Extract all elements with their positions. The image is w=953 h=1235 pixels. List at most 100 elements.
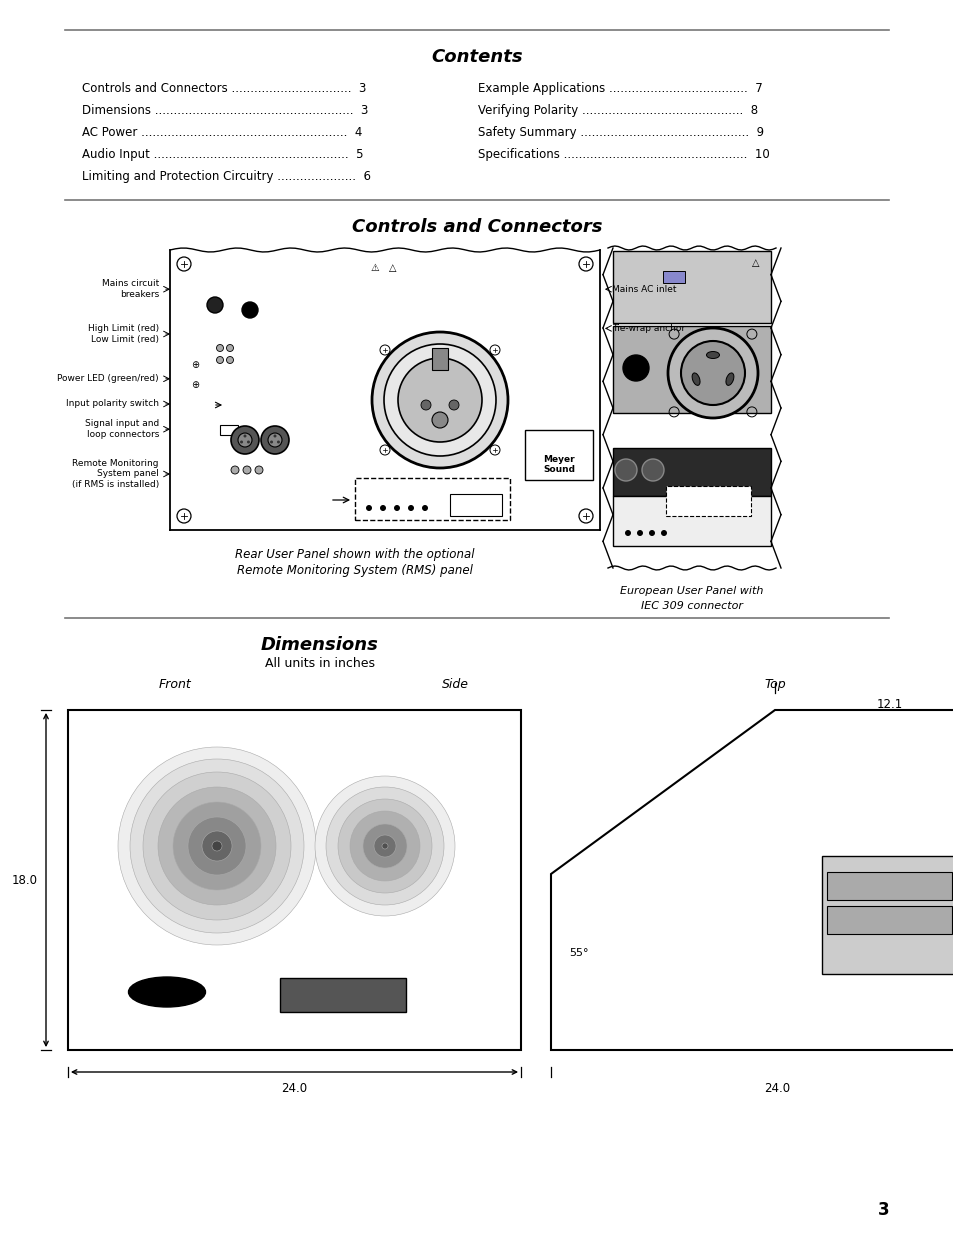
Text: Contents: Contents — [431, 48, 522, 65]
Circle shape — [243, 466, 251, 474]
Circle shape — [449, 400, 458, 410]
Circle shape — [274, 435, 276, 437]
Circle shape — [118, 747, 315, 945]
Text: ⚠: ⚠ — [370, 263, 379, 273]
Circle shape — [408, 505, 414, 511]
Text: 24.0: 24.0 — [281, 1082, 307, 1095]
Circle shape — [247, 441, 250, 443]
Bar — [432, 348, 448, 370]
Circle shape — [202, 831, 232, 861]
Circle shape — [143, 772, 291, 920]
Bar — [68, 710, 520, 1050]
Circle shape — [372, 332, 507, 468]
Text: △: △ — [389, 263, 396, 273]
Circle shape — [363, 824, 407, 868]
Bar — [613, 448, 770, 496]
Circle shape — [384, 345, 496, 456]
Bar — [613, 326, 770, 412]
Text: Side: Side — [441, 678, 468, 692]
Text: ⊕: ⊕ — [191, 359, 199, 370]
Text: 18.0: 18.0 — [12, 873, 38, 887]
Circle shape — [216, 345, 223, 352]
Text: Dimensions: Dimensions — [261, 636, 378, 655]
Text: Verifying Polarity ...........................................  8: Verifying Polarity .....................… — [477, 104, 758, 117]
Text: AC Power .......................................................  4: AC Power ...............................… — [82, 126, 362, 140]
Circle shape — [188, 818, 246, 876]
Text: Mains AC inlet: Mains AC inlet — [612, 285, 676, 294]
Circle shape — [243, 435, 246, 437]
Circle shape — [337, 799, 432, 893]
Text: Safety Summary .............................................  9: Safety Summary .........................… — [477, 126, 763, 140]
Text: 24.0: 24.0 — [763, 1082, 790, 1095]
Circle shape — [261, 426, 289, 454]
Text: Remote Monitoring
System panel
(if RMS is installed): Remote Monitoring System panel (if RMS i… — [71, 459, 159, 489]
Text: Audio Input ....................................................  5: Audio Input ............................… — [82, 148, 363, 161]
Bar — [450, 494, 501, 516]
Bar — [355, 478, 510, 520]
Circle shape — [231, 466, 239, 474]
Circle shape — [158, 787, 275, 905]
Bar — [280, 978, 406, 1011]
Circle shape — [374, 835, 395, 857]
Text: Meyer
Sound: Meyer Sound — [542, 454, 575, 474]
Text: Controls and Connectors ................................  3: Controls and Connectors ................… — [82, 82, 366, 95]
Circle shape — [226, 357, 233, 363]
Bar — [662, 270, 684, 283]
Bar — [826, 872, 951, 900]
Circle shape — [216, 357, 223, 363]
Bar — [826, 906, 951, 934]
Text: All units in inches: All units in inches — [265, 657, 375, 671]
Circle shape — [421, 505, 428, 511]
Circle shape — [379, 505, 386, 511]
Ellipse shape — [725, 373, 733, 385]
Circle shape — [172, 802, 261, 890]
Circle shape — [432, 412, 448, 429]
Text: Dimensions .....................................................  3: Dimensions .............................… — [82, 104, 368, 117]
Circle shape — [254, 466, 263, 474]
Circle shape — [237, 433, 252, 447]
Ellipse shape — [129, 977, 205, 1007]
Bar — [665, 487, 750, 516]
Circle shape — [381, 844, 388, 848]
Text: 3: 3 — [878, 1200, 889, 1219]
Text: △: △ — [752, 258, 759, 268]
Circle shape — [326, 787, 443, 905]
Text: IEC 309 connector: IEC 309 connector — [640, 601, 742, 611]
Text: Specifications .................................................  10: Specifications .........................… — [477, 148, 769, 161]
Circle shape — [615, 459, 637, 480]
Circle shape — [397, 358, 481, 442]
Circle shape — [130, 760, 304, 932]
Circle shape — [268, 433, 282, 447]
Circle shape — [624, 530, 630, 536]
Text: Top: Top — [763, 678, 785, 692]
Bar — [821, 856, 953, 974]
Circle shape — [366, 505, 372, 511]
Circle shape — [207, 296, 223, 312]
Circle shape — [226, 345, 233, 352]
Text: Mains circuit
breakers: Mains circuit breakers — [102, 279, 159, 299]
Circle shape — [667, 329, 758, 417]
Circle shape — [212, 841, 222, 851]
Circle shape — [648, 530, 655, 536]
Text: Rear User Panel shown with the optional: Rear User Panel shown with the optional — [235, 548, 475, 561]
Circle shape — [350, 811, 419, 881]
Text: Signal input and
loop connectors: Signal input and loop connectors — [85, 420, 159, 438]
Text: Remote Monitoring System (RMS) panel: Remote Monitoring System (RMS) panel — [236, 564, 473, 577]
Circle shape — [641, 459, 663, 480]
Text: Example Applications .....................................  7: Example Applications ...................… — [477, 82, 762, 95]
Polygon shape — [551, 710, 953, 1050]
Text: Controls and Connectors: Controls and Connectors — [352, 219, 601, 236]
Text: ⊕: ⊕ — [191, 380, 199, 390]
Circle shape — [240, 441, 243, 443]
Circle shape — [622, 354, 648, 382]
Circle shape — [242, 303, 257, 317]
Text: Power LED (green/red): Power LED (green/red) — [57, 374, 159, 383]
Text: 55°: 55° — [568, 948, 588, 958]
Text: Tie-wrap anchor: Tie-wrap anchor — [612, 324, 684, 333]
Ellipse shape — [706, 352, 719, 358]
Bar — [524, 430, 593, 480]
Text: 12.1: 12.1 — [876, 698, 902, 711]
Bar — [613, 496, 770, 546]
Circle shape — [231, 426, 258, 454]
Circle shape — [680, 341, 744, 405]
